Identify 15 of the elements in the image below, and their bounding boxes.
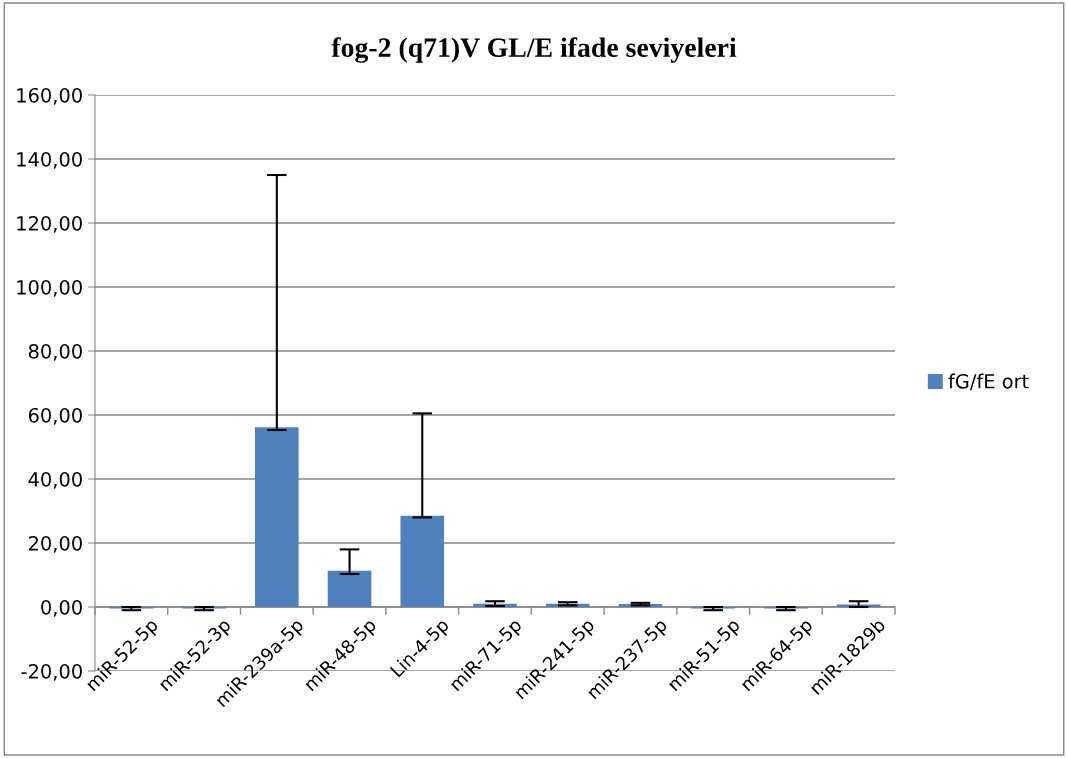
y-tick-label: 140,00	[17, 151, 82, 169]
bar	[255, 427, 299, 607]
y-tick-label: 20,00	[28, 535, 82, 553]
y-tick-label: 60,00	[28, 407, 82, 425]
y-tick-label: 80,00	[28, 343, 82, 361]
legend-label: fG/fE ort	[948, 373, 1029, 391]
y-tick-label: 40,00	[28, 471, 82, 489]
y-tick-label: 0,00	[41, 599, 82, 617]
y-tick-label: 120,00	[17, 215, 82, 233]
bar	[327, 570, 372, 607]
y-tick-label: 160,00	[17, 87, 82, 105]
chart-title: fog-2 (q71)V GL/E ifade seviyeleri	[331, 37, 737, 63]
bar	[400, 515, 445, 607]
y-tick-label: 100,00	[17, 279, 82, 297]
y-tick-label: -20,00	[21, 663, 82, 681]
